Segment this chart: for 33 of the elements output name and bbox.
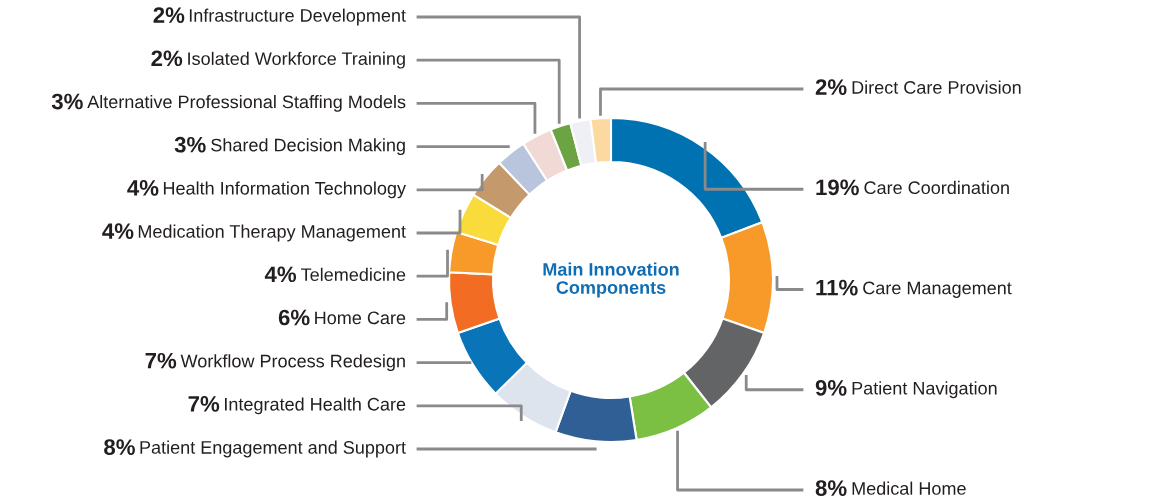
slice-label: Care Management: [863, 281, 1012, 298]
slice-label: Integrated Health Care: [225, 397, 406, 415]
data-label: 4%: [264, 266, 297, 283]
slice-label: Telemedicine: [301, 267, 406, 282]
slice-label: Patient Navigation: [852, 381, 997, 399]
slice-label: Direct Care Provision: [852, 80, 1021, 94]
data-label: 7%: [145, 352, 177, 369]
data-label: 9%: [815, 379, 847, 396]
data-label: 3%: [174, 136, 206, 153]
text: Main Innovation Components: [543, 262, 679, 298]
data-label: 2%: [815, 79, 847, 95]
data-label: 2%: [153, 7, 185, 23]
data-label: 11%: [816, 279, 858, 296]
slice-label: Workflow Process Redesign: [180, 354, 405, 372]
slice-label: Alternative Professional Staffing Models: [87, 94, 406, 112]
slice-label: Medication Therapy Management: [138, 224, 406, 242]
data-label: 4%: [127, 180, 159, 196]
slice-label: Isolated Workforce Training: [188, 51, 405, 69]
data-label: 8%: [104, 439, 135, 455]
data-label: 7%: [188, 396, 220, 412]
slice-label: Shared Decision Making: [211, 138, 405, 156]
data-label: 2%: [151, 50, 183, 67]
data-label: 19%: [816, 179, 859, 196]
data-label: 3%: [51, 93, 83, 110]
slice-label: Patient Engagement and Support: [140, 440, 406, 458]
slice-label: Infrastructure Development: [189, 8, 406, 26]
data-label: 4%: [102, 223, 134, 239]
slice-label: Medical Home: [852, 481, 966, 495]
slice-label: Care Coordination: [864, 180, 1009, 195]
data-label: 8%: [815, 480, 847, 496]
slice-label: Home Care: [315, 311, 406, 325]
slice-label: Health Information Technology: [163, 181, 406, 199]
data-label: 6%: [278, 309, 310, 326]
